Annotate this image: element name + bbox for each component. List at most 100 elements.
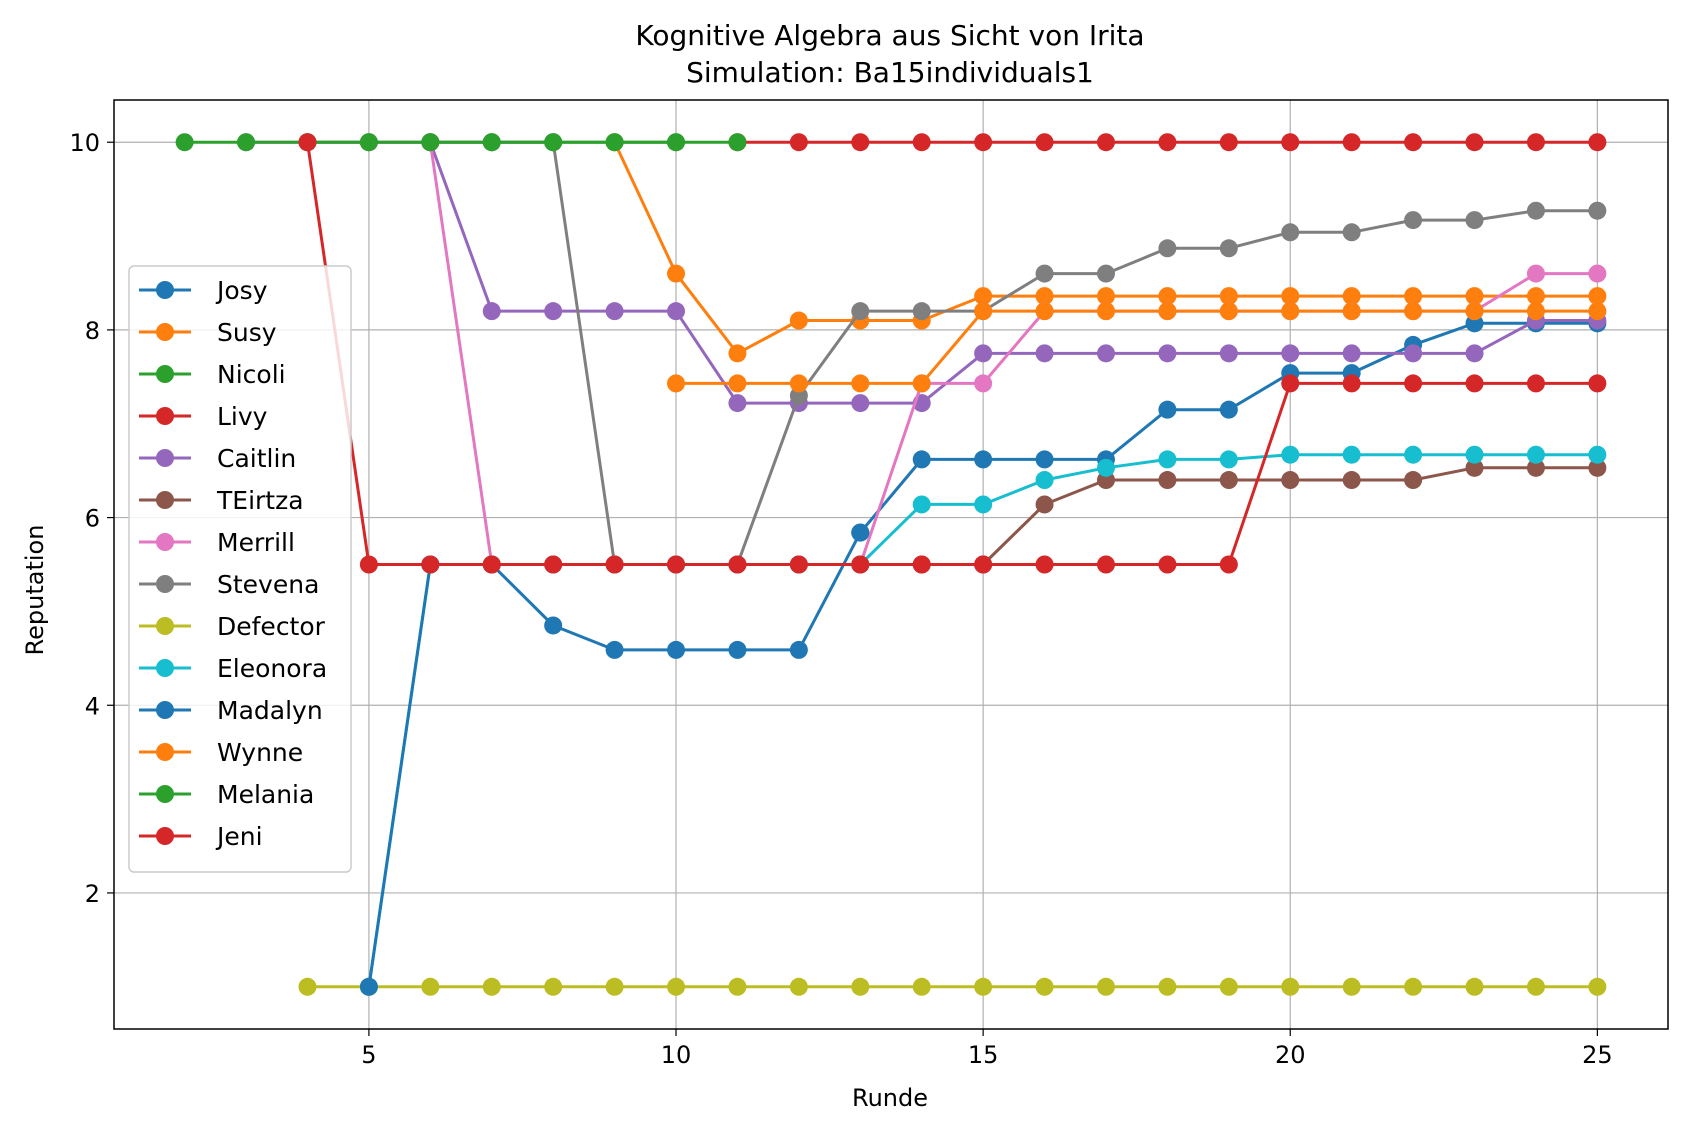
x-tick-label: 15	[968, 1041, 999, 1069]
legend-swatch-marker-livy	[156, 407, 174, 425]
legend-label-nicoli: Nicoli	[217, 360, 286, 389]
plot-area-frame	[113, 99, 1669, 1030]
data-point-eleonora	[1342, 445, 1361, 464]
data-point-jeni	[789, 555, 808, 574]
legend-swatch-marker-caitlin	[156, 449, 174, 467]
data-point-teirtza	[1342, 471, 1361, 490]
y-tick-label: 10	[69, 129, 100, 157]
series-jeni	[298, 133, 1607, 574]
data-point-jeni	[667, 555, 686, 574]
data-point-defector	[1158, 977, 1177, 996]
data-point-defector	[789, 977, 808, 996]
data-point-caitlin	[667, 302, 686, 321]
data-point-eleonora	[1158, 450, 1177, 469]
x-tick-label: 5	[361, 1041, 376, 1069]
data-point-stevena	[1096, 264, 1115, 283]
data-point-wynne	[851, 374, 870, 393]
data-point-madalyn	[605, 640, 624, 659]
data-point-livy	[912, 133, 931, 152]
data-point-madalyn	[544, 616, 563, 635]
legend-swatch-marker-merrill	[156, 533, 174, 551]
legend-swatch-marker-stevena	[156, 575, 174, 593]
data-point-jeni	[1342, 374, 1361, 393]
data-point-defector	[544, 977, 563, 996]
data-point-caitlin	[1158, 344, 1177, 363]
legend-label-livy: Livy	[217, 402, 268, 431]
data-point-livy	[851, 133, 870, 152]
data-point-eleonora	[1035, 471, 1054, 490]
data-point-jeni	[974, 555, 993, 574]
data-point-wynne	[1158, 302, 1177, 321]
y-axis-label: Reputation	[21, 525, 49, 656]
data-point-stevena	[851, 302, 870, 321]
data-point-susy	[1035, 287, 1054, 306]
data-point-stevena	[1035, 264, 1054, 283]
data-point-jeni	[298, 133, 317, 152]
data-point-defector	[1526, 977, 1545, 996]
x-tick-label: 20	[1275, 1041, 1306, 1069]
legend-swatch-marker-teirtza	[156, 491, 174, 509]
data-point-melania	[482, 133, 501, 152]
data-point-stevena	[1158, 239, 1177, 258]
series-line-wynne	[676, 309, 1598, 385]
data-point-jeni	[482, 555, 501, 574]
data-point-defector	[1342, 977, 1361, 996]
data-point-defector	[1404, 977, 1423, 996]
data-point-defector	[1096, 977, 1115, 996]
data-point-stevena	[1404, 211, 1423, 230]
x-tick-label: 25	[1582, 1041, 1613, 1069]
data-point-melania	[359, 133, 378, 152]
data-point-jeni	[1526, 374, 1545, 393]
data-point-wynne	[1526, 302, 1545, 321]
data-point-livy	[974, 133, 993, 152]
data-point-wynne	[1096, 302, 1115, 321]
data-point-defector	[1465, 977, 1484, 996]
data-point-defector	[482, 977, 501, 996]
data-point-jeni	[605, 555, 624, 574]
data-point-madalyn	[851, 523, 870, 542]
data-point-teirtza	[1219, 471, 1238, 490]
data-point-jeni	[1035, 555, 1054, 574]
legend-swatch-marker-defector	[156, 617, 174, 635]
legend-swatch-marker-eleonora	[156, 659, 174, 677]
data-point-wynne	[1404, 302, 1423, 321]
series-defector	[298, 977, 1607, 996]
data-point-wynne	[912, 374, 931, 393]
data-point-teirtza	[1035, 495, 1054, 514]
legend-label-merrill: Merrill	[217, 528, 295, 557]
data-point-susy	[1158, 287, 1177, 306]
data-point-stevena	[1219, 239, 1238, 258]
data-point-livy	[789, 133, 808, 152]
data-point-wynne	[1035, 302, 1054, 321]
data-point-wynne	[667, 374, 686, 393]
data-point-caitlin	[1219, 344, 1238, 363]
data-point-stevena	[912, 302, 931, 321]
data-point-wynne	[1342, 302, 1361, 321]
data-point-stevena	[1342, 223, 1361, 242]
data-point-melania	[421, 133, 440, 152]
data-point-madalyn	[359, 977, 378, 996]
data-point-susy	[789, 311, 808, 330]
data-point-jeni	[1588, 374, 1607, 393]
data-point-melania	[605, 133, 624, 152]
data-point-caitlin	[605, 302, 624, 321]
legend-label-wynne: Wynne	[217, 738, 303, 767]
legend-label-susy: Susy	[217, 318, 277, 347]
data-point-defector	[851, 977, 870, 996]
series-line-jeni	[306, 141, 1598, 566]
legend-swatch-marker-jeni	[156, 827, 174, 845]
data-point-josy	[1219, 400, 1238, 419]
data-point-caitlin	[1465, 344, 1484, 363]
data-point-josy	[1035, 450, 1054, 469]
data-point-jeni	[1404, 374, 1423, 393]
series-layer	[175, 133, 1607, 996]
data-point-melania	[544, 133, 563, 152]
legend-swatch-marker-madalyn	[156, 701, 174, 719]
data-point-caitlin	[1281, 344, 1300, 363]
data-point-caitlin	[1035, 344, 1054, 363]
data-point-defector	[667, 977, 686, 996]
data-point-eleonora	[1526, 445, 1545, 464]
data-point-teirtza	[1404, 471, 1423, 490]
data-point-stevena	[1526, 201, 1545, 220]
data-point-defector	[1588, 977, 1607, 996]
